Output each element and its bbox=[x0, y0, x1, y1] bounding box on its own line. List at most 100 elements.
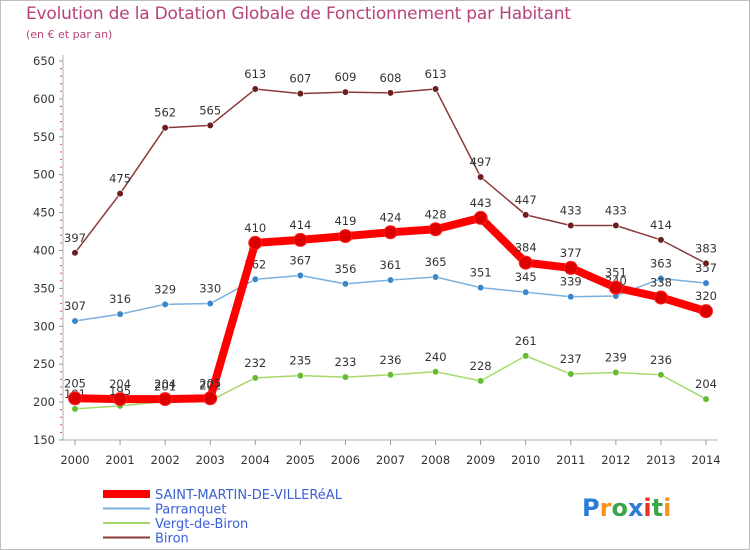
x-tick-label: 2005 bbox=[286, 453, 315, 467]
data-point bbox=[161, 300, 169, 308]
data-point bbox=[522, 288, 530, 296]
data-label: 433 bbox=[560, 203, 582, 217]
data-point bbox=[248, 235, 263, 250]
data-label: 204 bbox=[695, 377, 717, 391]
data-point bbox=[431, 273, 440, 281]
data-label: 361 bbox=[380, 258, 402, 272]
data-point bbox=[699, 304, 713, 319]
data-label: 320 bbox=[695, 289, 717, 303]
y-tick-label: 650 bbox=[33, 54, 55, 68]
data-label: 384 bbox=[515, 241, 537, 255]
data-point bbox=[251, 374, 259, 382]
proxiti-logo: Proxiti bbox=[582, 494, 671, 522]
data-label: 356 bbox=[334, 262, 356, 276]
data-label: 240 bbox=[425, 350, 447, 364]
data-label: 232 bbox=[244, 356, 266, 370]
data-point bbox=[386, 89, 395, 97]
x-tick-label: 2010 bbox=[511, 453, 540, 467]
data-point bbox=[522, 211, 530, 219]
data-label: 428 bbox=[425, 207, 447, 221]
data-point bbox=[113, 392, 128, 407]
data-label: 357 bbox=[695, 261, 717, 275]
data-label: 613 bbox=[425, 67, 447, 81]
data-label: 377 bbox=[560, 246, 582, 260]
data-point bbox=[657, 236, 665, 244]
data-label: 351 bbox=[605, 266, 627, 280]
data-label: 447 bbox=[515, 193, 537, 207]
series-parranquet: 3073163293303623673563613653513453393403… bbox=[64, 254, 717, 325]
series-biron: 397 475 562 565 613 607 609 608 613 497 447 433 433 4… bbox=[64, 67, 717, 267]
x-tick-label: 2006 bbox=[331, 453, 360, 467]
data-label: 307 bbox=[64, 299, 86, 313]
data-label: 419 bbox=[334, 214, 356, 228]
data-point bbox=[296, 371, 304, 380]
x-tick-label: 2007 bbox=[376, 453, 405, 467]
data-point bbox=[71, 317, 79, 325]
data-point bbox=[612, 221, 620, 230]
data-point bbox=[702, 259, 710, 267]
data-label: 363 bbox=[650, 257, 672, 271]
series-vergt-de-biron: 1911952012022322352332362402282612372392… bbox=[64, 334, 717, 413]
data-point bbox=[567, 370, 575, 378]
data-label: 261 bbox=[515, 334, 537, 348]
data-label: 338 bbox=[650, 275, 672, 289]
y-tick-label: 400 bbox=[33, 244, 55, 258]
data-point bbox=[203, 391, 218, 406]
legend-label: Biron bbox=[155, 532, 189, 547]
data-point bbox=[608, 280, 623, 295]
data-label: 424 bbox=[380, 210, 402, 224]
x-tick-label: 2013 bbox=[646, 453, 675, 467]
data-point bbox=[341, 280, 350, 288]
data-label: 204 bbox=[109, 377, 131, 391]
data-label: 195 bbox=[109, 384, 131, 398]
y-tick-label: 350 bbox=[33, 281, 55, 295]
series-saint-martin-de-viller-al: 205 204 204 205 410 414 419 424 428 443 384 377 351 3… bbox=[64, 196, 717, 407]
data-point bbox=[567, 293, 575, 301]
data-label: 239 bbox=[605, 351, 627, 365]
data-point bbox=[473, 210, 488, 225]
data-point bbox=[71, 249, 79, 257]
data-point bbox=[341, 88, 350, 96]
legend-label: SAINT-MARTIN-DE-VILLERéAL bbox=[155, 488, 343, 503]
data-point bbox=[116, 310, 124, 318]
data-point bbox=[68, 391, 82, 406]
data-label: 475 bbox=[109, 172, 131, 186]
data-point bbox=[71, 405, 79, 413]
x-tick-label: 2001 bbox=[105, 453, 134, 467]
data-label: 497 bbox=[470, 155, 492, 169]
data-point bbox=[477, 284, 485, 292]
data-point bbox=[158, 392, 173, 407]
data-label: 329 bbox=[154, 282, 176, 296]
x-tick-label: 2008 bbox=[421, 453, 450, 467]
y-tick-label: 200 bbox=[33, 395, 55, 409]
y-tick-label: 300 bbox=[33, 319, 55, 333]
data-label: 235 bbox=[289, 354, 311, 368]
chart-title: Evolution de la Dotation Globale de Fonc… bbox=[26, 4, 571, 24]
data-label: 608 bbox=[380, 71, 402, 85]
data-point bbox=[116, 190, 124, 198]
data-point bbox=[431, 368, 440, 376]
data-point bbox=[518, 255, 533, 270]
data-label: 228 bbox=[470, 359, 492, 373]
legend: SAINT-MARTIN-DE-VILLERéALParranquetVergt… bbox=[103, 488, 343, 547]
data-label: 383 bbox=[695, 241, 717, 255]
y-tick-label: 150 bbox=[33, 433, 55, 447]
x-tick-label: 2009 bbox=[466, 453, 495, 467]
data-label: 316 bbox=[109, 292, 131, 306]
data-point bbox=[386, 276, 395, 284]
data-point bbox=[612, 368, 620, 377]
data-point bbox=[293, 232, 308, 247]
data-point bbox=[657, 274, 665, 283]
x-tick-label: 2002 bbox=[151, 453, 180, 467]
data-label: 565 bbox=[199, 103, 221, 117]
data-label: 339 bbox=[560, 275, 582, 289]
data-point bbox=[431, 85, 440, 93]
data-label: 351 bbox=[470, 266, 492, 280]
data-point bbox=[251, 85, 259, 93]
data-point bbox=[251, 275, 259, 283]
data-point bbox=[477, 173, 485, 181]
data-point bbox=[563, 260, 578, 275]
y-tick-label: 250 bbox=[33, 357, 55, 371]
